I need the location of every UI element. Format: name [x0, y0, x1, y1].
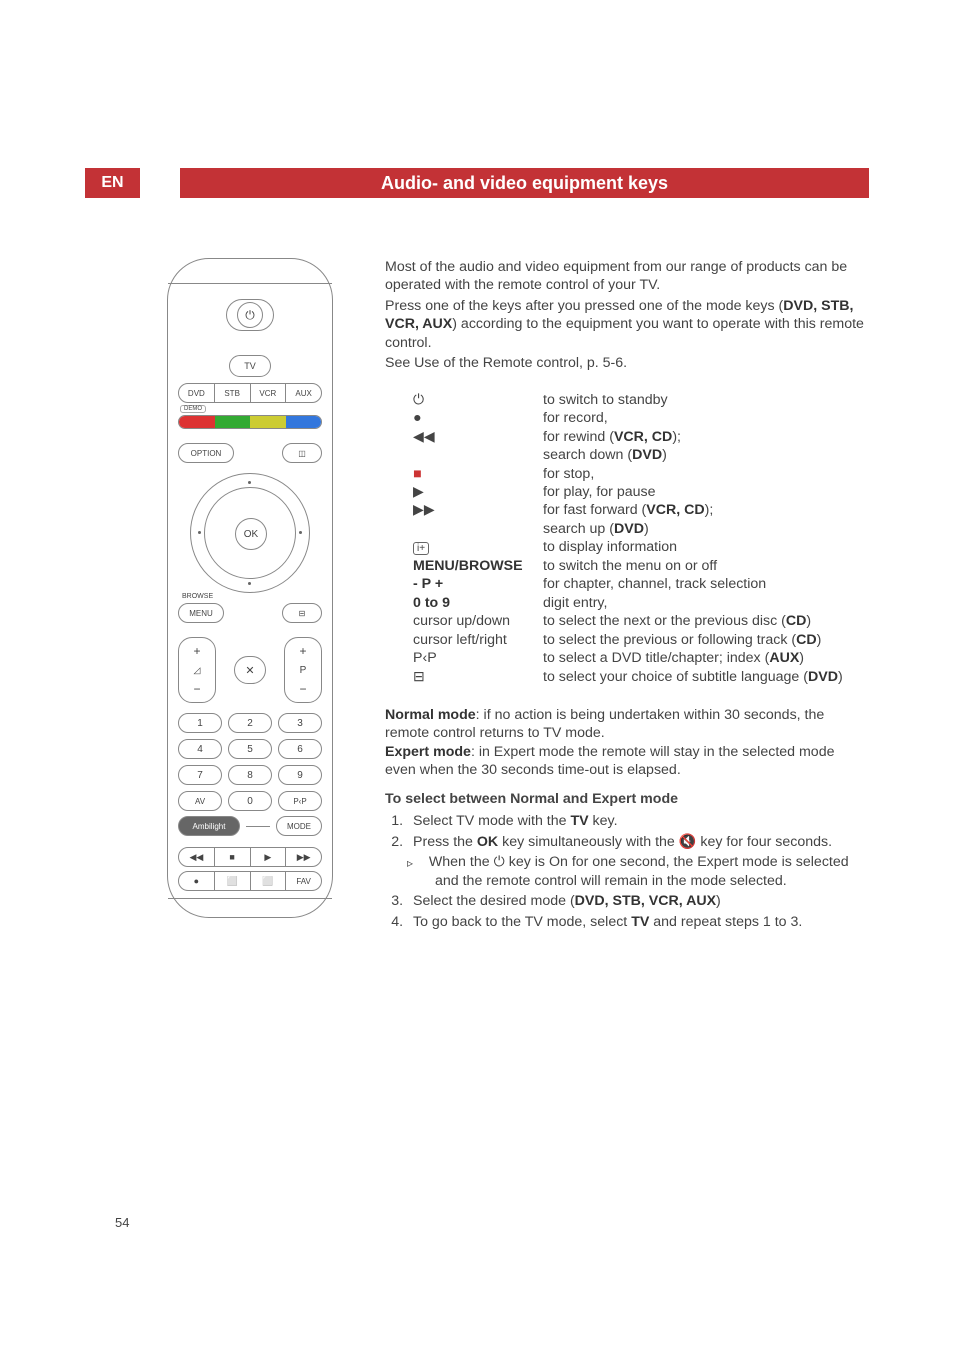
- normal-mode-text: Normal mode: if no action is being under…: [385, 706, 869, 743]
- key-description: search up (DVD): [543, 520, 869, 538]
- key-row: search up (DVD): [413, 520, 869, 538]
- key-row: ▶▶ for fast forward (VCR, CD);: [413, 501, 869, 519]
- screen-button: ◫: [282, 443, 322, 463]
- dpad: OK: [190, 473, 310, 593]
- transport-row-2: ● ⬜ ⬜ FAV: [178, 871, 322, 891]
- intro-line-1: Most of the audio and video equipment fr…: [385, 258, 869, 295]
- mode-buttons: DVD STB VCR AUX: [178, 383, 322, 403]
- color-keys: [178, 415, 322, 429]
- key-row: i+ to display information: [413, 538, 869, 556]
- key-row: ▶ for play, for pause: [413, 483, 869, 501]
- step-2: Press the OK key simultaneously with the…: [407, 833, 869, 890]
- key-description: to select your choice of subtitle langua…: [543, 668, 869, 686]
- key-description: to switch the menu on or off: [543, 557, 869, 575]
- key-row: ⏻ to switch to standby: [413, 391, 869, 409]
- tv-button: TV: [229, 355, 271, 377]
- page-number: 54: [115, 1215, 129, 1230]
- step-2-sub: ▹ When the ⏻ key is On for one second, t…: [413, 853, 869, 890]
- key-row: - P +for chapter, channel, track selecti…: [413, 575, 869, 593]
- key-description: for stop,: [543, 465, 869, 483]
- intro-line-3: See Use of the Remote control, p. 5-6.: [385, 354, 869, 372]
- menu-button: MENU: [178, 603, 224, 623]
- mode-aux: AUX: [286, 384, 321, 402]
- key-description: to select a DVD title/chapter; index (AU…: [543, 649, 869, 667]
- step-4: To go back to the TV mode, select TV and…: [407, 913, 869, 931]
- key-description: to select the previous or following trac…: [543, 631, 869, 649]
- select-mode-heading: To select between Normal and Expert mode: [385, 790, 869, 808]
- ambilight-button: Ambilight: [178, 816, 240, 836]
- volume-rocker: +◿−: [178, 637, 216, 703]
- key-row: search down (DVD): [413, 446, 869, 464]
- power-icon: ⏻: [494, 854, 505, 870]
- record-icon: ●: [413, 410, 422, 426]
- mute-button: ✕: [234, 656, 266, 684]
- steps-list: Select TV mode with the TV key. Press th…: [385, 812, 869, 931]
- mode-stb: STB: [215, 384, 251, 402]
- key-row: ■ for stop,: [413, 465, 869, 483]
- key-description: for fast forward (VCR, CD);: [543, 501, 869, 519]
- power-icon: ⏻: [237, 302, 263, 328]
- page-title: Audio- and video equipment keys: [180, 168, 869, 198]
- key-label: cursor left/right: [413, 631, 543, 649]
- key-label: - P +: [413, 575, 543, 593]
- mode-dvd: DVD: [179, 384, 215, 402]
- mode-button: MODE: [276, 816, 322, 836]
- stop-icon: ■: [413, 466, 422, 482]
- info-icon: i+: [413, 542, 429, 555]
- key-function-table: ⏻ to switch to standby ● for record, ◀◀ for r…: [385, 391, 869, 686]
- key-description: search down (DVD): [543, 446, 869, 464]
- intro-line-2: Press one of the keys after you pressed …: [385, 297, 869, 352]
- subtitle-icon: ⊟: [413, 669, 425, 685]
- power-icon: ⏻: [413, 392, 424, 408]
- key-label: ⊟: [413, 668, 543, 686]
- mode-vcr: VCR: [251, 384, 287, 402]
- browse-label: BROWSE: [182, 593, 213, 600]
- ff-icon: ▶▶: [413, 502, 435, 518]
- mute-icon: 🔇: [679, 834, 697, 850]
- intro-text: Most of the audio and video equipment fr…: [385, 258, 869, 373]
- key-label: i+: [413, 538, 543, 556]
- option-button: OPTION: [178, 443, 234, 463]
- key-label: ⏻: [413, 391, 543, 409]
- key-row: ● for record,: [413, 409, 869, 427]
- key-description: for play, for pause: [543, 483, 869, 501]
- step-3: Select the desired mode (DVD, STB, VCR, …: [407, 892, 869, 910]
- key-label: MENU/BROWSE: [413, 557, 543, 575]
- key-label: ■: [413, 465, 543, 483]
- rewind-icon: ◀◀: [413, 429, 435, 445]
- key-row: cursor up/downto select the next or the …: [413, 612, 869, 630]
- key-description: for record,: [543, 409, 869, 427]
- key-row: ◀◀ for rewind (VCR, CD);: [413, 428, 869, 446]
- demo-label: DEMO: [180, 405, 206, 413]
- key-label: P‹P: [413, 649, 543, 667]
- step-1: Select TV mode with the TV key.: [407, 812, 869, 830]
- teletext-button: ⊟: [282, 603, 322, 623]
- key-row: P‹Pto select a DVD title/chapter; index …: [413, 649, 869, 667]
- key-label: cursor up/down: [413, 612, 543, 630]
- number-pad: 1 2 3 4 5 6 7 8 9 AV 0 P‹P: [178, 713, 322, 811]
- key-description: to display information: [543, 538, 869, 556]
- key-description: for rewind (VCR, CD);: [543, 428, 869, 446]
- key-row: 0 to 9digit entry,: [413, 594, 869, 612]
- key-label: 0 to 9: [413, 594, 543, 612]
- key-row: cursor left/rightto select the previous …: [413, 631, 869, 649]
- key-description: to select the next or the previous disc …: [543, 612, 869, 630]
- key-label: ◀◀: [413, 428, 543, 446]
- program-rocker: +P−: [284, 637, 322, 703]
- key-row: MENU/BROWSEto switch the menu on or off: [413, 557, 869, 575]
- key-label: ●: [413, 409, 543, 427]
- expert-mode-text: Expert mode: in Expert mode the remote w…: [385, 743, 869, 780]
- key-label: ▶: [413, 483, 543, 501]
- transport-row-1: ◀◀ ■ ▶ ▶▶: [178, 847, 322, 867]
- play-icon: ▶: [413, 484, 424, 500]
- key-description: for chapter, channel, track selection: [543, 575, 869, 593]
- lang-badge: EN: [85, 168, 140, 198]
- key-label: ▶▶: [413, 501, 543, 519]
- remote-illustration: ⏻ TV DVD STB VCR AUX DEMO OPTION ◫: [155, 258, 345, 933]
- ok-button: OK: [235, 518, 267, 550]
- key-row: ⊟ to select your choice of subtitle langu…: [413, 668, 869, 686]
- power-button: ⏻: [226, 299, 274, 331]
- key-description: digit entry,: [543, 594, 869, 612]
- key-description: to switch to standby: [543, 391, 869, 409]
